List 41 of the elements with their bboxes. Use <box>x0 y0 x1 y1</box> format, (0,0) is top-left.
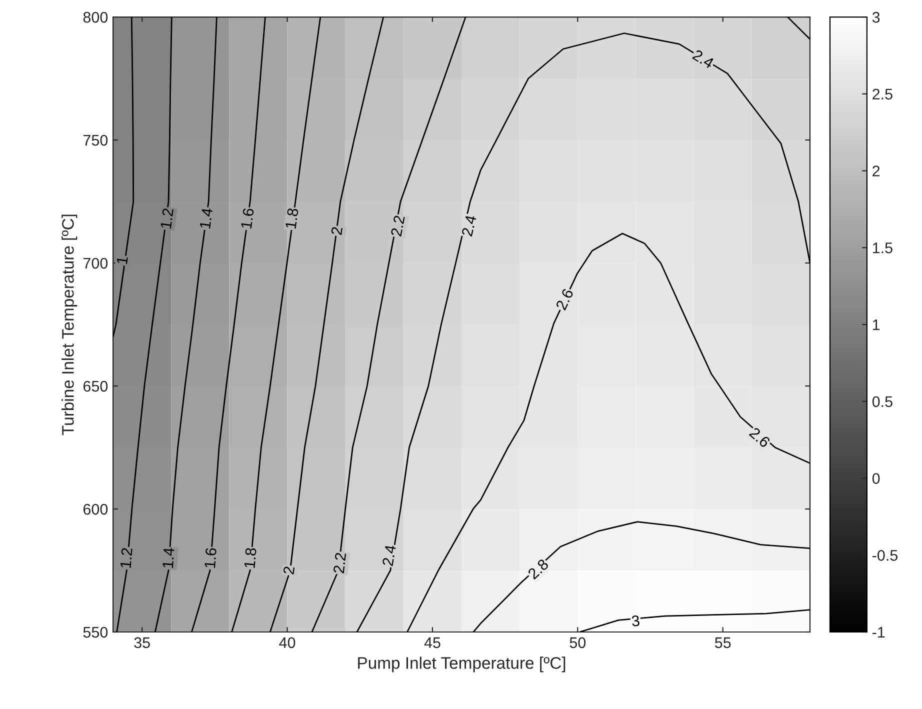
annotation: 2.2 <box>390 215 405 237</box>
x-tick-label: 45 <box>424 637 440 648</box>
x-tick-label: 50 <box>570 637 586 648</box>
annotation: 2.8 <box>527 558 550 580</box>
annotation: 1.6 <box>240 208 254 229</box>
annotation: 1.4 <box>200 208 213 229</box>
annotation: 2.6 <box>555 288 574 311</box>
y-axis-title: Turbine Inlet Temperature [ºC] <box>62 214 78 436</box>
color-bar-label: 2.5 <box>872 88 892 100</box>
y-tick-label: 800 <box>83 12 108 23</box>
x-axis-title: Pump Inlet Temperature [ºC] <box>358 656 566 672</box>
annotation: 2.6 <box>748 426 771 448</box>
annotation: 2 <box>330 226 342 235</box>
annotation: 2.4 <box>461 214 476 237</box>
color-bar-label: 3 <box>872 12 880 23</box>
y-tick-label: 650 <box>83 380 108 392</box>
y-tick-label: 600 <box>83 504 108 515</box>
color-bar-label: 0 <box>872 473 880 484</box>
annotation: 1 <box>116 256 128 264</box>
color-bar-label: -1 <box>872 627 885 638</box>
y-tick-label: 750 <box>83 134 108 146</box>
annotation: 1.4 <box>162 548 174 568</box>
color-bar-label: 0.5 <box>872 396 892 408</box>
y-tick-label: 700 <box>83 258 108 269</box>
color-bar-label: 1.5 <box>872 242 892 254</box>
annotation: 2.2 <box>333 552 346 574</box>
color-bar-label: -0.5 <box>872 550 898 561</box>
annotation: 3 <box>631 615 640 627</box>
color-bar-label: 2 <box>872 166 880 176</box>
annotation: 1.6 <box>204 548 217 568</box>
annotation: 2.4 <box>692 49 715 69</box>
annotation: 1.8 <box>244 548 256 568</box>
annotation: 2.4 <box>382 544 396 566</box>
annotation: 1.8 <box>285 208 298 229</box>
x-tick-label: 40 <box>279 637 296 648</box>
annotation: 1.2 <box>160 208 174 229</box>
x-tick-label: 35 <box>134 637 150 648</box>
color-bar-label: 1 <box>872 320 880 330</box>
x-tick-label: 55 <box>714 637 731 648</box>
y-tick-label: 550 <box>83 626 108 638</box>
annotation: 1.2 <box>120 548 132 568</box>
